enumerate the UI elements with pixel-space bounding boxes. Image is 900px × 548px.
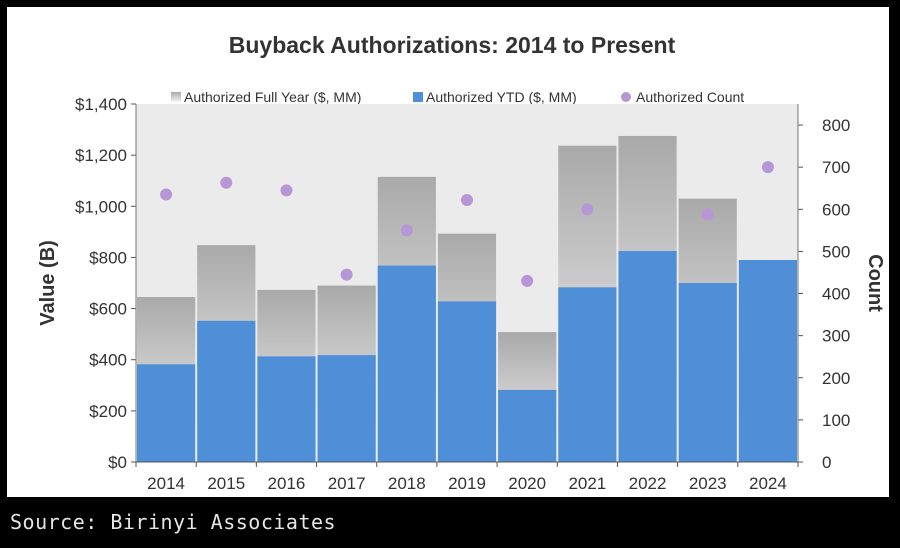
ytd-bar-2019 [437,301,497,462]
ytd-bar-2016 [257,356,316,462]
count-points [160,161,774,287]
x-tick-label: 2015 [207,474,245,493]
y-tick-label: $800 [89,248,127,267]
ytd-bar-2014 [137,364,196,462]
y2-tick-label: 500 [822,242,850,261]
ytd-bars [137,251,797,462]
count-point-2019 [461,194,473,207]
ytd-bar-2017 [317,355,376,462]
chart-panel: Buyback Authorizations: 2014 to Present … [7,7,889,497]
y-tick-label: $600 [89,300,127,319]
count-point-2021 [581,203,594,216]
ytd-bar-2024 [738,259,797,462]
legend-swatch-full-year [171,92,181,102]
y2-tick-label: 800 [822,116,850,135]
legend-swatch-ytd [413,92,423,102]
ytd-bar-2022 [618,251,677,462]
y-tick-label: $0 [108,453,127,472]
legend-label-ytd: Authorized YTD ($, MM) [426,89,577,105]
x-tick-label: 2019 [448,474,486,493]
y-tick-label: $400 [89,351,127,370]
legend-label-count: Authorized Count [636,89,744,105]
ytd-bar-2023 [678,283,737,462]
x-tick-label: 2016 [268,474,306,493]
count-point-2016 [280,184,293,197]
y-axis-right: 0 100 200 300 400 500 600 700 800 [797,104,850,472]
ytd-bar-2018 [377,265,436,462]
count-point-2017 [340,268,353,281]
count-point-2023 [701,208,714,221]
ytd-bar-2015 [197,320,256,462]
y-tick-label: $1,000 [75,197,127,216]
y2-tick-label: 300 [822,327,850,346]
y-tick-label: $1,400 [75,95,127,114]
count-point-2024 [761,161,774,174]
x-tick-label: 2023 [689,474,727,493]
y-tick-label: $1,200 [75,146,127,165]
count-point-2018 [400,224,413,237]
x-tick-label: 2017 [328,474,366,493]
y-axis-left: $0 $200 $400 $600 $800 $1,000 $1,200 $1,400 [75,95,137,472]
y2-tick-label: 0 [822,453,831,472]
ytd-bar-2020 [498,389,557,462]
legend-swatch-count [621,92,631,102]
x-tick-label: 2014 [147,474,185,493]
chart-legend: Authorized Full Year ($, MM) Authorized … [171,89,744,105]
x-axis: 2014 2015 2016 2017 2018 2019 2020 2021 2022 2023… [135,461,799,493]
x-tick-label: 2021 [568,474,606,493]
legend-label-full-year: Authorized Full Year ($, MM) [184,89,361,105]
y2-tick-label: 200 [822,369,850,388]
y2-tick-label: 700 [822,158,850,177]
x-tick-label: 2020 [508,474,546,493]
x-tick-label: 2018 [388,474,426,493]
y2-tick-label: 400 [822,285,850,304]
count-point-2020 [521,274,534,287]
y2-tick-label: 100 [822,411,850,430]
chart-title: Buyback Authorizations: 2014 to Present [229,32,676,58]
source-note: Source: Birinyi Associates [10,510,337,534]
y2-tick-label: 600 [822,200,850,219]
ytd-bar-2021 [558,287,617,462]
x-tick-label: 2024 [749,474,787,493]
y-axis-label: Value (B) [37,240,59,326]
y-tick-label: $200 [89,402,127,421]
count-point-2015 [220,176,233,189]
count-point-2014 [160,188,173,201]
x-tick-label: 2022 [629,474,667,493]
chart: Buyback Authorizations: 2014 to Present … [37,32,886,493]
y2-axis-label: Count [864,254,886,312]
